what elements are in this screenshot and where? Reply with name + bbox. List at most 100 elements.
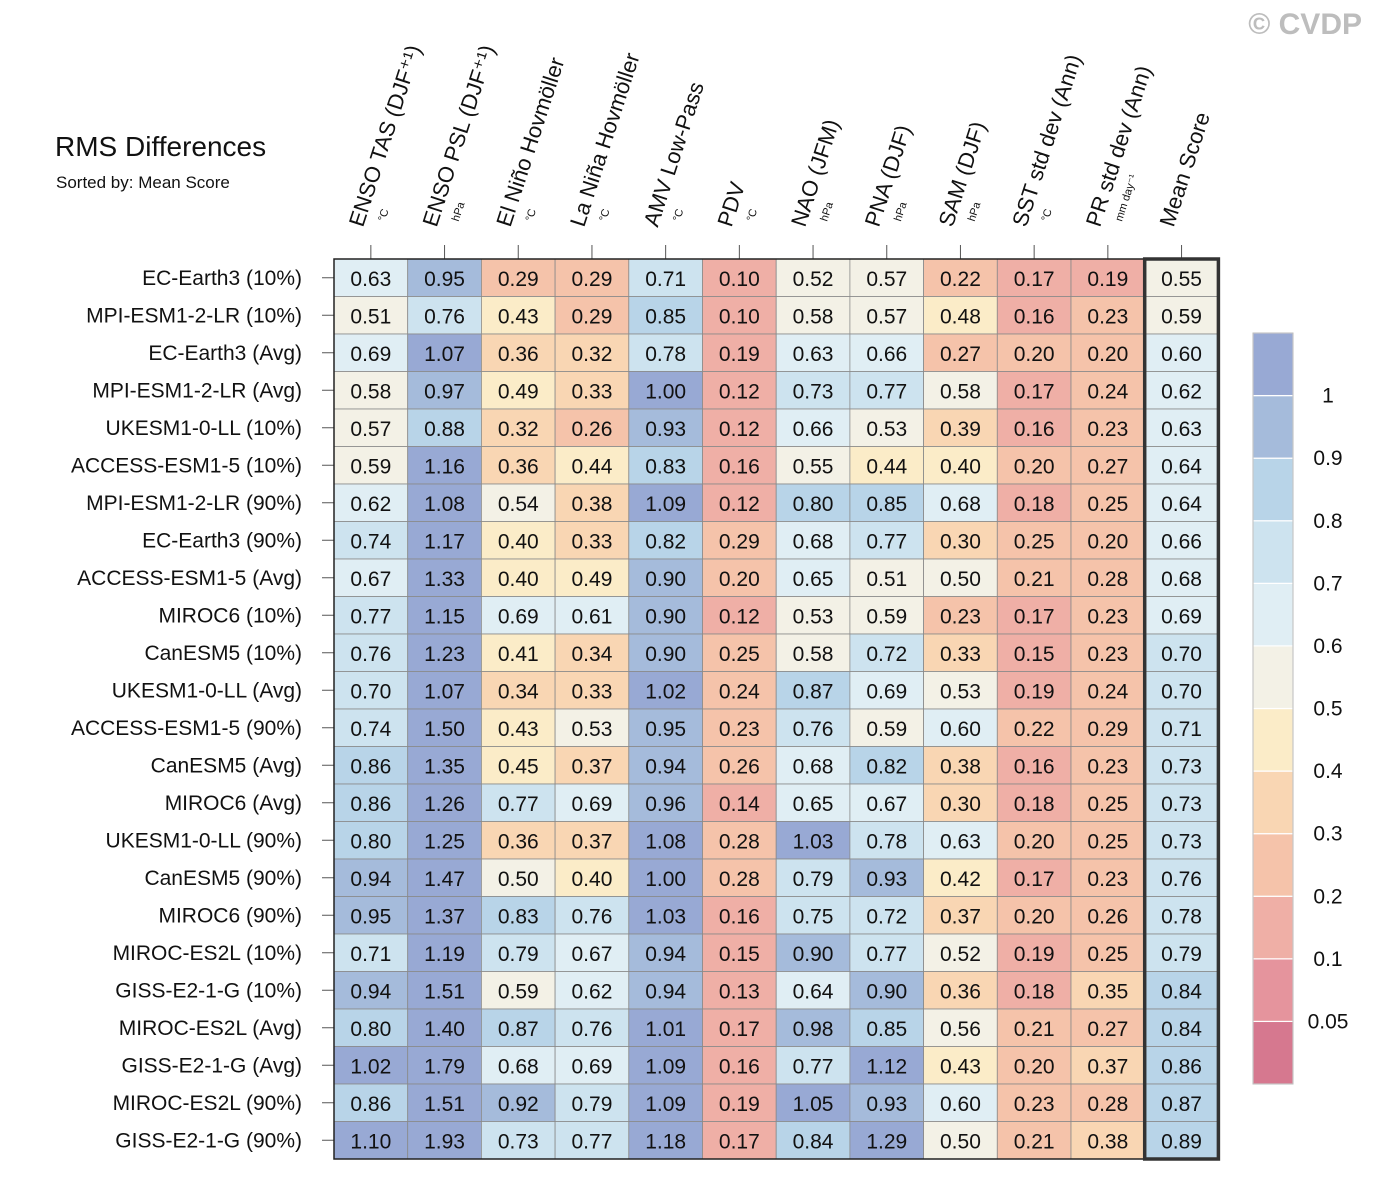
cell-value: 1.05 [793,1093,834,1116]
heatmap-cell [407,558,482,597]
heatmap-cell [333,296,409,335]
cell-value: 0.85 [866,1018,907,1041]
cell-value: 0.44 [866,455,907,478]
cell-value: 0.25 [1087,493,1128,516]
heatmap-cell [849,858,925,897]
cell-value: 0.55 [793,455,834,478]
cell-value: 1.40 [424,1018,465,1041]
cell-value: 0.49 [572,568,613,591]
cell-value: 0.15 [1014,643,1055,666]
cell-value: 0.23 [1087,418,1128,441]
heatmap-cell [554,633,630,672]
heatmap-cell [480,596,556,635]
heatmap-cell [775,371,851,410]
heatmap-cell [407,896,482,935]
heatmap-cell [849,521,925,560]
cell-value: 1.93 [424,1130,465,1153]
heatmap-cell [923,446,998,485]
cell-value: 0.65 [793,793,834,816]
heatmap-cell [996,896,1072,935]
heatmap-cell [628,483,703,522]
cell-value: 0.65 [793,568,834,591]
heatmap-cell [849,1008,925,1047]
row-label-mpi-esm1-2-lr-90: MPI-ESM1-2-LR (90%) [86,492,302,515]
cell-value: 0.69 [350,343,391,366]
cell-value: 0.57 [866,305,907,328]
colorbar-tick-label: 0.8 [1313,510,1342,533]
cell-value: 1.33 [424,568,465,591]
cell-value: 0.61 [572,605,613,628]
cell-value: 0.71 [645,268,686,291]
cell-value: 0.41 [498,643,539,666]
heatmap-cell [849,708,925,747]
cell-value: 0.40 [940,455,981,478]
cell-value: 0.22 [940,268,981,291]
cell-value: 1.23 [424,643,465,666]
cell-value: 0.18 [1014,980,1055,1003]
colorbar: 0.05 0.1 0.2 0.3 0.4 0.5 0.6 0.7 0.8 0.9 1 [1252,332,1348,1085]
cell-value: 0.16 [1014,755,1055,778]
heatmap-cell [628,296,703,335]
heatmap-cell [849,596,925,635]
cell-value: 0.23 [1087,868,1128,891]
cell-value: 0.94 [350,868,391,891]
heatmap-cell [775,633,851,672]
cell-value: 1.51 [424,980,465,1003]
colorbar-segment [1252,958,1294,1023]
cell-value: 0.68 [793,530,834,553]
cell-value: 0.76 [572,1018,613,1041]
heatmap-cell [480,896,556,935]
heatmap-cell [628,933,703,972]
heatmap-cell [333,971,409,1010]
cell-value: 0.23 [1087,605,1128,628]
heatmap-cell [996,933,1072,972]
column-label-amv-low-pass: AMV Low-Pass [639,79,709,230]
cell-value: 0.60 [1161,343,1202,366]
heatmap-cell [923,596,998,635]
cell-value: 0.87 [793,680,834,703]
heatmap-cell [923,258,998,297]
cell-value: 0.10 [719,268,760,291]
column-unit-label: hPa [892,200,910,223]
heatmap-cell [407,858,482,897]
heatmap-cell [849,296,925,335]
heatmap-cell [407,296,482,335]
cell-value: 0.86 [350,1093,391,1116]
heatmap-cell [554,483,630,522]
cell-value: 0.86 [1161,1055,1202,1078]
column-label-pdv: PDV [712,178,750,229]
cell-value: 1.47 [424,868,465,891]
heatmap-cell [775,671,851,710]
heatmap-cell [407,1083,482,1122]
cell-value: 0.25 [719,643,760,666]
heatmap-cell [923,1121,998,1160]
cell-value: 0.53 [940,680,981,703]
heatmap-cell [333,746,409,785]
cell-value: 0.53 [793,605,834,628]
cell-value: 1.25 [424,830,465,853]
cell-value: 0.77 [866,380,907,403]
heatmap-cell [996,258,1072,297]
cell-value: 0.90 [645,643,686,666]
cell-value: 0.23 [1087,755,1128,778]
cell-value: 0.24 [719,680,760,703]
cell-value: 0.73 [1161,755,1202,778]
heatmap-cell [480,521,556,560]
cell-value: 0.58 [793,643,834,666]
heatmap-cell [628,671,703,710]
cell-value: 0.37 [1087,1055,1128,1078]
cell-value: 0.98 [793,1018,834,1041]
heatmap-cell [923,1083,998,1122]
cell-value: 0.80 [793,493,834,516]
cell-value: 0.28 [1087,568,1128,591]
heatmap-cell [480,858,556,897]
cell-value: 0.62 [350,493,391,516]
cell-value: 0.62 [1161,380,1202,403]
cell-value: 0.19 [1014,680,1055,703]
cell-value: 0.44 [572,455,613,478]
cell-value: 0.75 [793,905,834,928]
cell-value: 0.84 [1161,980,1202,1003]
heatmap-cell [1070,446,1146,485]
cell-value: 0.23 [1014,1093,1055,1116]
cell-value: 0.78 [866,830,907,853]
